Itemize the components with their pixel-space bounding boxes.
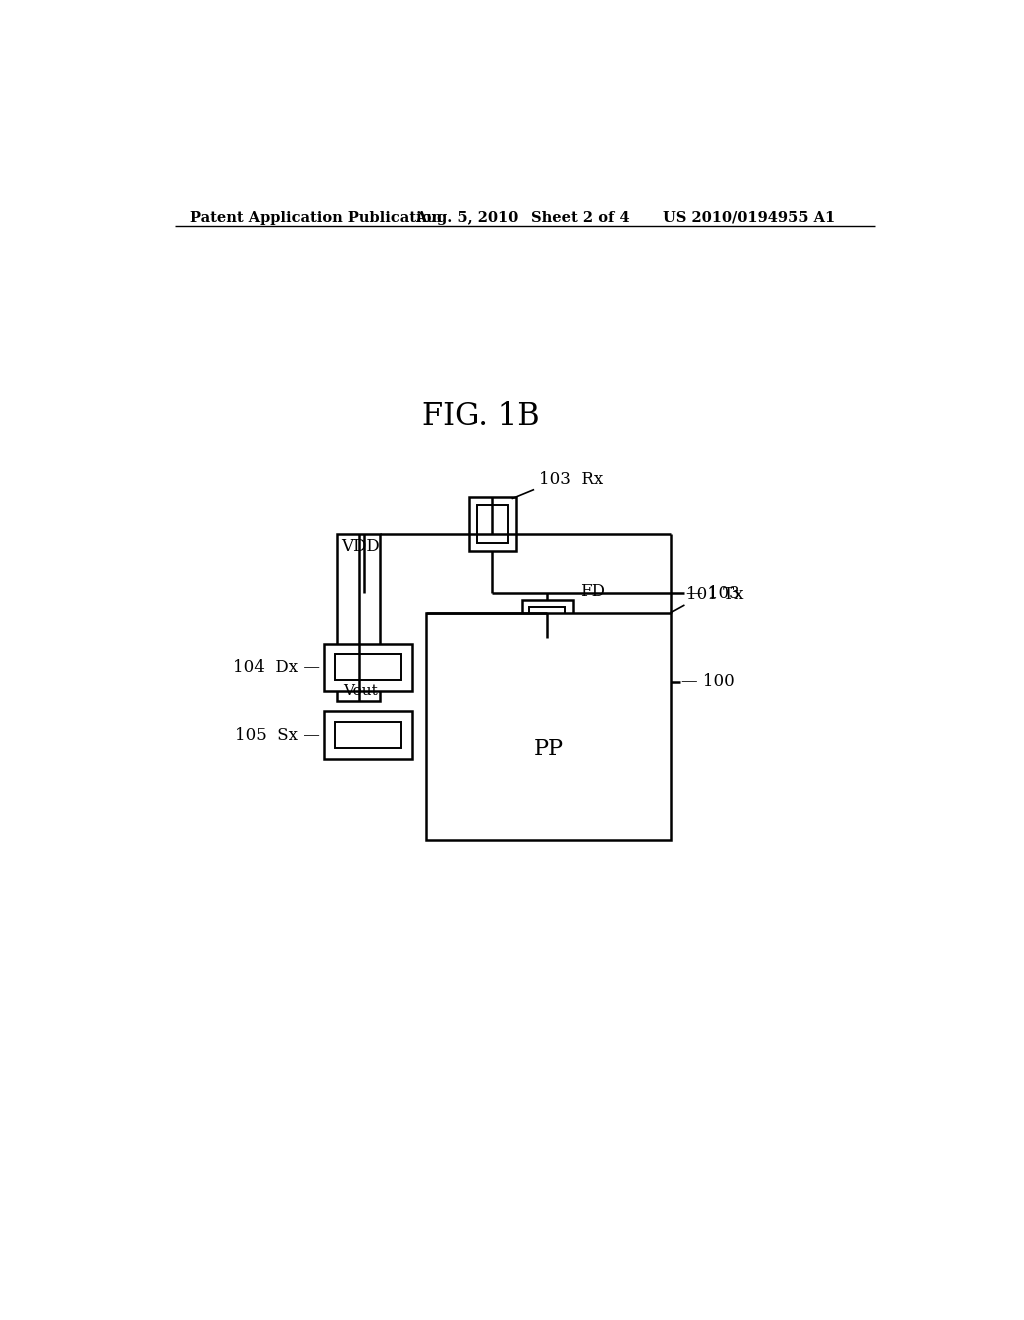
Bar — [335, 722, 400, 748]
Text: US 2010/0194955 A1: US 2010/0194955 A1 — [663, 211, 835, 224]
Bar — [335, 655, 400, 681]
Text: Patent Application Publication: Patent Application Publication — [190, 211, 442, 224]
Bar — [426, 612, 671, 840]
Text: 105  Sx —: 105 Sx — — [236, 726, 321, 743]
Text: VDD: VDD — [341, 539, 380, 554]
Bar — [324, 644, 412, 692]
Text: FD: FD — [581, 583, 605, 601]
Text: — 103: — 103 — [686, 585, 739, 602]
Text: Vout: Vout — [343, 684, 378, 698]
Text: FIG. 1B: FIG. 1B — [423, 401, 540, 432]
Text: PP: PP — [534, 738, 563, 760]
Bar — [337, 535, 380, 701]
Text: 103  Rx: 103 Rx — [539, 471, 603, 488]
Bar — [324, 711, 412, 759]
Bar — [477, 506, 508, 544]
Bar — [469, 498, 515, 552]
Text: Sheet 2 of 4: Sheet 2 of 4 — [531, 211, 630, 224]
Bar — [521, 599, 572, 638]
Text: 104  Dx —: 104 Dx — — [233, 659, 321, 676]
Text: 101 Tx: 101 Tx — [686, 586, 743, 603]
Text: Aug. 5, 2010: Aug. 5, 2010 — [415, 211, 518, 224]
Text: — 100: — 100 — [681, 673, 735, 690]
Bar — [529, 607, 565, 631]
